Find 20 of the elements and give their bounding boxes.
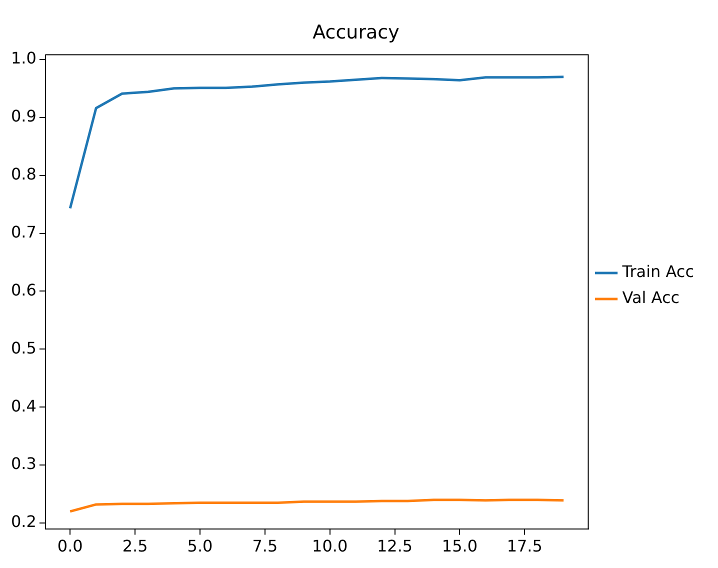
x-tick-label: 10.0: [312, 536, 348, 556]
x-tick-label: 17.5: [506, 536, 542, 556]
y-tick-label: 0.6: [10, 280, 36, 300]
x-tick-label: 15.0: [442, 536, 478, 556]
chart-title: Accuracy: [312, 21, 400, 44]
y-tick-label: 0.7: [10, 222, 36, 242]
x-tick-label: 12.5: [376, 536, 413, 556]
y-tick-label: 0.2: [10, 512, 36, 532]
legend-label: Val Acc: [622, 288, 680, 308]
x-tick-label: 0.0: [57, 536, 83, 556]
y-tick-label: 0.5: [10, 338, 36, 358]
x-tick-label: 2.5: [122, 536, 148, 556]
y-tick-label: 0.8: [10, 164, 36, 184]
y-tick-label: 1.0: [10, 48, 36, 68]
x-tick-label: 7.5: [252, 536, 278, 556]
y-tick-label: 0.3: [10, 454, 36, 474]
x-tick-label: 5.0: [187, 536, 213, 556]
y-tick-label: 0.9: [10, 106, 36, 126]
y-tick-label: 0.4: [10, 396, 36, 416]
legend-label: Train Acc: [621, 262, 694, 282]
